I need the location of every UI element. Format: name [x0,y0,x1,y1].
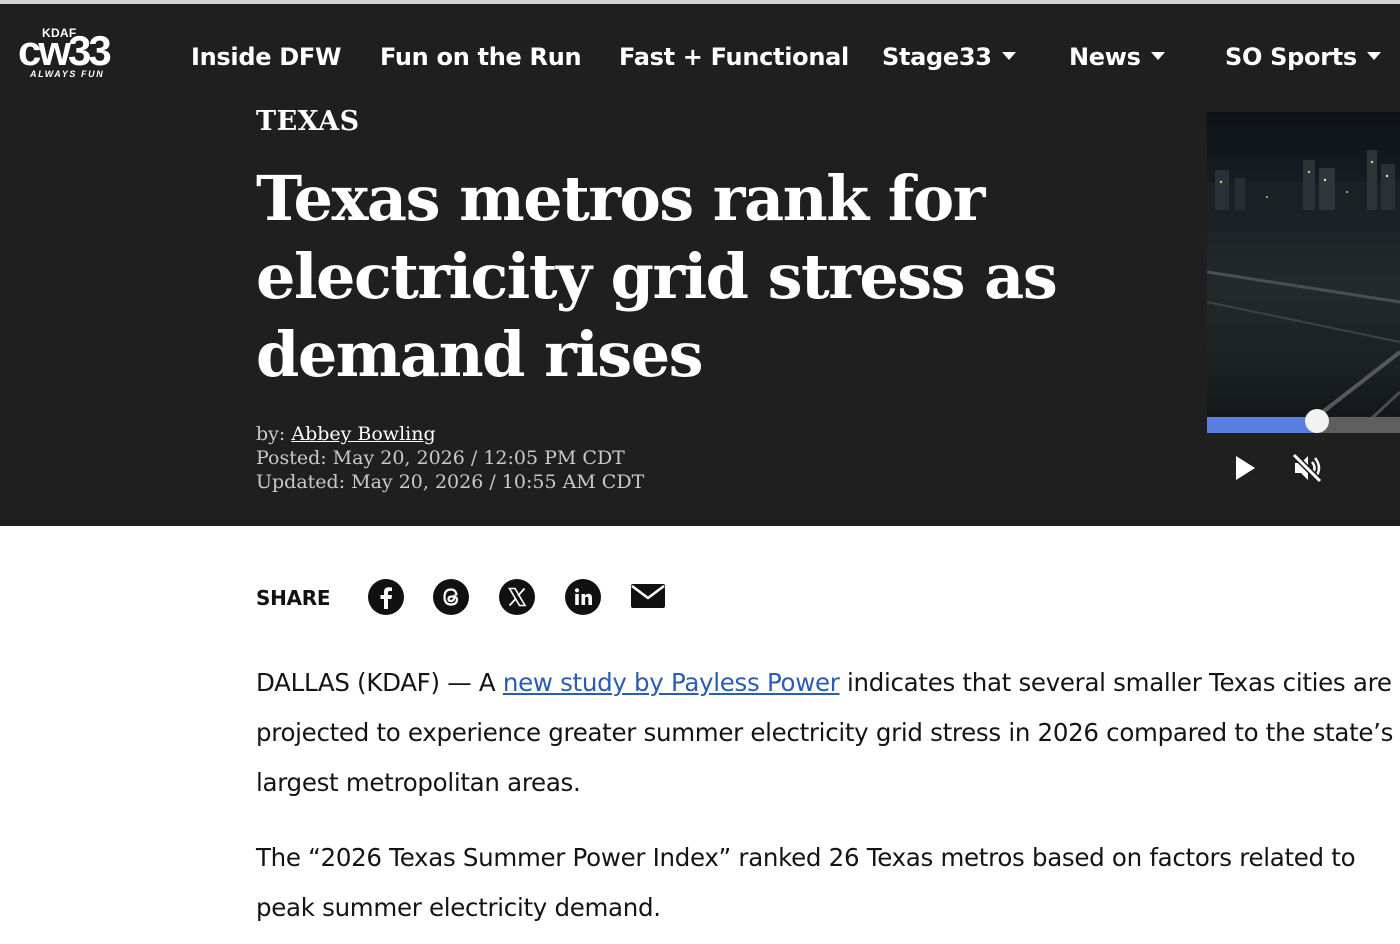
article-headline: Texas metros rank for electricity grid s… [256,162,1058,391]
chevron-down-icon [1150,52,1165,60]
study-link[interactable]: new study by Payless Power [502,668,840,697]
nav-item-fun-on-the-run[interactable]: Fun on the Run [380,40,582,74]
video-frame [1207,112,1400,432]
paragraph-text: indicates that several smaller Texas cit… [256,668,1394,797]
nav-item-fast-functional[interactable]: Fast + Functional [619,40,849,74]
nav-item-so-sports[interactable]: SO Sports [1225,40,1381,74]
logo-kdaf-text: KDAF [42,26,77,40]
nav-item-stage33[interactable]: Stage33 [882,40,1016,74]
nav-label: News [1069,43,1141,71]
article-paragraph-1: DALLAS (KDAF) — A new study by Payless P… [256,658,1396,808]
updated-date: Updated: May 20, 2026 / 10:55 AM CDT [256,471,645,493]
nav-label: Stage33 [882,43,992,71]
email-icon[interactable] [629,578,667,616]
share-label: SHARE [256,586,331,610]
logo-tagline: ALWAYS FUN [30,69,105,79]
chevron-down-icon [1366,52,1381,60]
linkedin-icon[interactable] [564,578,602,616]
top-border [0,0,1400,4]
nav-item-news[interactable]: News [1069,40,1165,74]
logo-cw-text: cw33 [18,27,112,74]
highway-image [1207,270,1400,432]
chevron-down-icon [1001,52,1016,60]
nav-label: SO Sports [1225,43,1357,71]
author-link[interactable]: Abbey Bowling [291,423,436,445]
category-kicker[interactable]: TEXAS [256,106,360,137]
cw33-logo[interactable]: KDAF cw33 ALWAYS FUN [18,26,130,80]
article-hero [0,4,1400,526]
paragraph-text: DALLAS (KDAF) — A [256,668,503,697]
facebook-icon[interactable] [367,578,405,616]
nav-label: Inside DFW [191,43,342,71]
article-paragraph-2: The “2026 Texas Summer Power Index” rank… [256,843,1356,922]
city-skyline-image [1207,150,1400,232]
mute-icon[interactable] [1289,450,1325,486]
play-icon[interactable] [1233,454,1257,482]
byline-prefix: by: [256,423,292,445]
x-icon[interactable] [498,578,536,616]
threads-icon[interactable] [432,578,470,616]
nav-label: Fun on the Run [380,43,582,71]
video-player[interactable] [1207,112,1400,526]
video-scrubber-handle[interactable] [1305,409,1329,433]
article-meta: by: Abbey Bowling Posted: May 20, 2026 /… [256,422,644,494]
byline: by: Abbey Bowling [256,422,644,446]
video-progress-fill [1207,417,1317,433]
posted-date: Posted: May 20, 2026 / 12:05 PM CDT [256,447,625,469]
nav-item-inside-dfw[interactable]: Inside DFW [191,40,341,74]
nav-label: Fast + Functional [619,43,849,71]
